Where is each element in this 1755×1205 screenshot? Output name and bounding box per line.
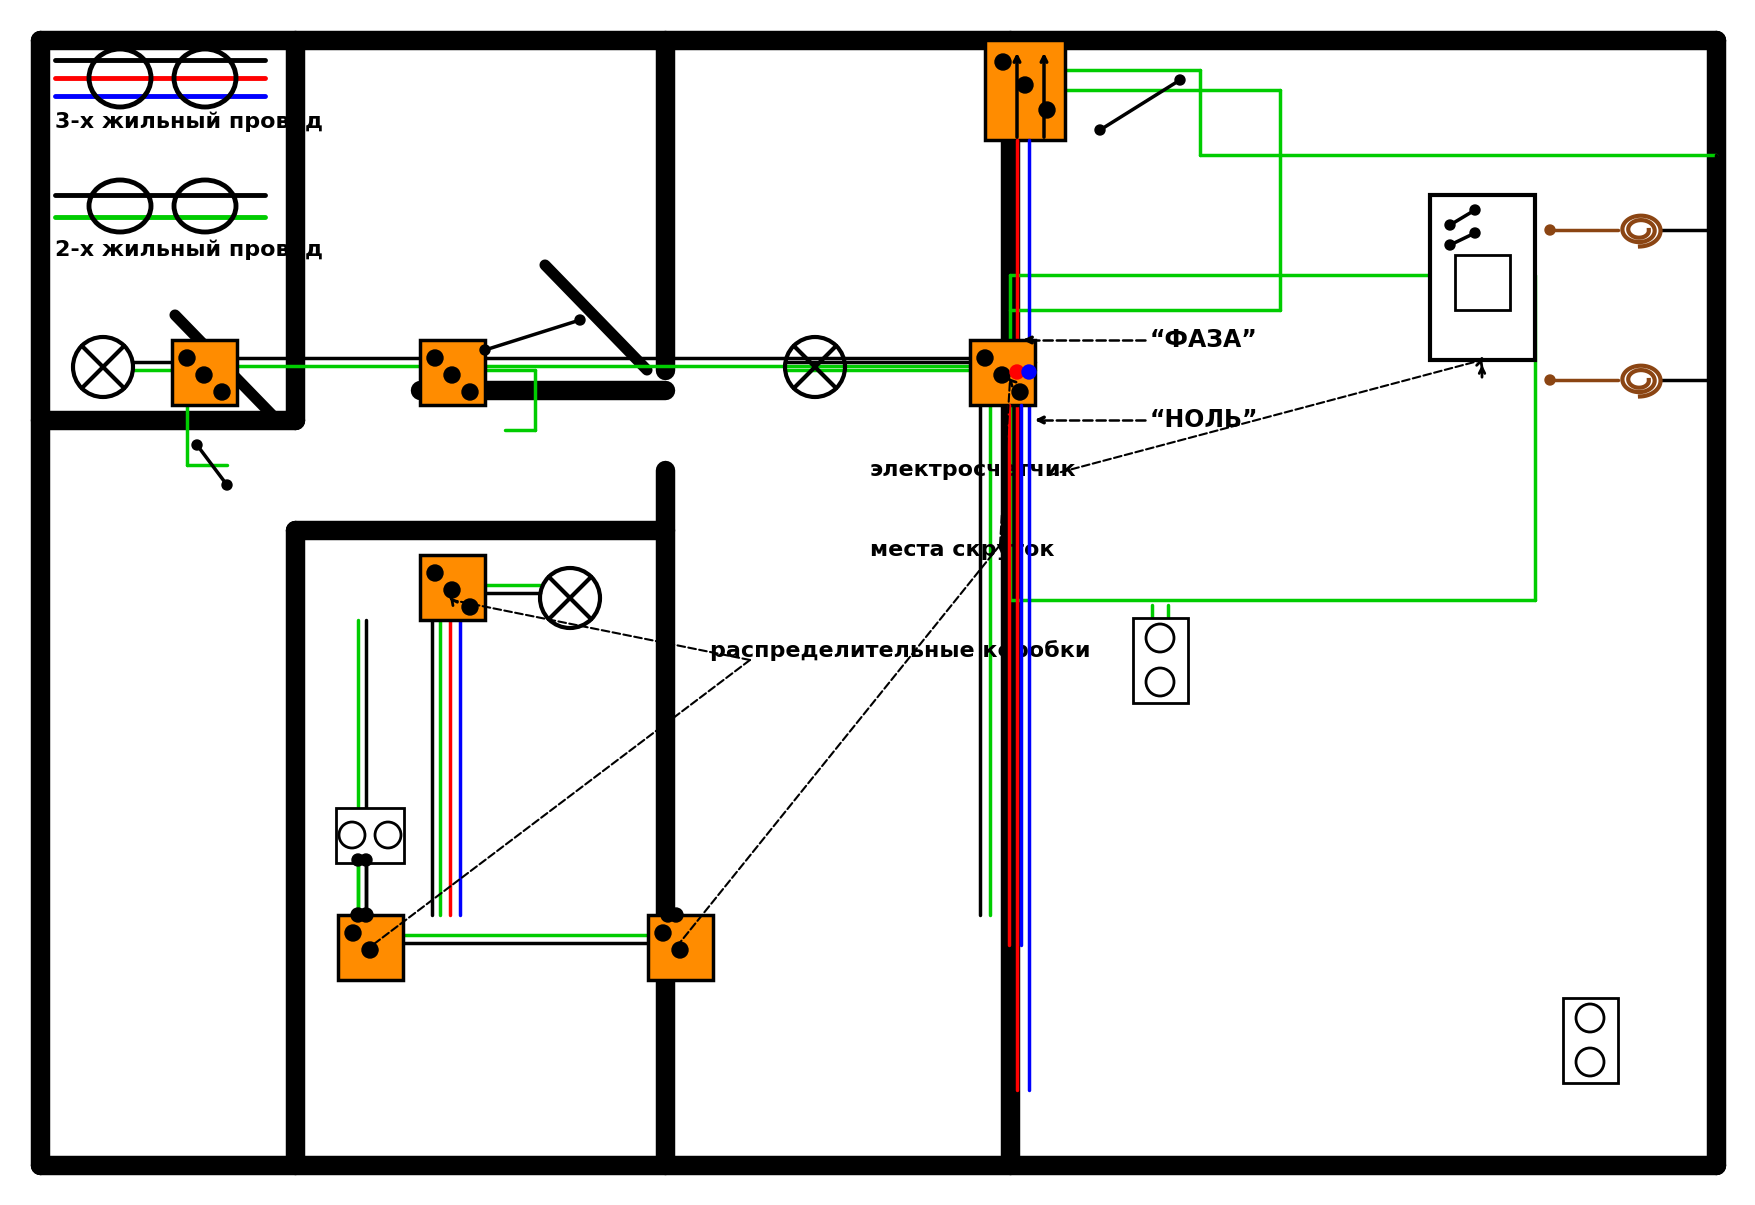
- Circle shape: [1174, 75, 1185, 86]
- Bar: [337, 915, 402, 980]
- Circle shape: [655, 925, 670, 941]
- Circle shape: [993, 368, 1009, 383]
- Circle shape: [1011, 384, 1027, 400]
- Circle shape: [444, 368, 460, 383]
- Circle shape: [1444, 240, 1455, 249]
- Circle shape: [1544, 375, 1555, 386]
- Circle shape: [358, 909, 372, 922]
- Circle shape: [669, 909, 683, 922]
- Bar: [1455, 255, 1509, 310]
- Circle shape: [362, 942, 377, 958]
- Bar: [1429, 195, 1534, 360]
- Text: 2-х жильный провод: 2-х жильный провод: [54, 239, 323, 259]
- Circle shape: [214, 384, 230, 400]
- Circle shape: [360, 854, 372, 866]
- Bar: [969, 340, 1034, 405]
- Circle shape: [479, 345, 490, 355]
- Circle shape: [1544, 225, 1555, 235]
- Bar: [985, 40, 1064, 140]
- Text: электросчетчик: электросчетчик: [869, 460, 1076, 480]
- Bar: [1562, 998, 1616, 1083]
- Text: распределительные коробки: распределительные коробки: [709, 640, 1090, 662]
- Bar: [172, 340, 237, 405]
- Circle shape: [344, 925, 362, 941]
- Circle shape: [660, 909, 674, 922]
- Circle shape: [444, 582, 460, 598]
- Circle shape: [995, 54, 1011, 70]
- Circle shape: [1039, 102, 1055, 118]
- Bar: [335, 809, 404, 863]
- Circle shape: [1021, 365, 1035, 380]
- Text: места скруток: места скруток: [869, 540, 1055, 560]
- Text: 3-х жильный провод: 3-х жильный провод: [54, 112, 323, 133]
- Bar: [1132, 618, 1188, 703]
- Circle shape: [191, 440, 202, 449]
- Circle shape: [197, 368, 212, 383]
- Bar: [419, 340, 484, 405]
- Circle shape: [1444, 221, 1455, 230]
- Bar: [648, 915, 713, 980]
- Circle shape: [976, 349, 992, 366]
- Circle shape: [1095, 125, 1104, 135]
- Circle shape: [351, 909, 365, 922]
- Circle shape: [1469, 228, 1479, 239]
- Circle shape: [426, 565, 442, 581]
- Text: “НОЛЬ”: “НОЛЬ”: [1150, 408, 1258, 433]
- Circle shape: [1016, 77, 1032, 93]
- Circle shape: [672, 942, 688, 958]
- Circle shape: [462, 384, 477, 400]
- Bar: [419, 556, 484, 621]
- Circle shape: [1009, 365, 1023, 380]
- Circle shape: [426, 349, 442, 366]
- Circle shape: [351, 854, 363, 866]
- Circle shape: [1469, 205, 1479, 214]
- Circle shape: [462, 599, 477, 615]
- Circle shape: [574, 315, 584, 325]
- Circle shape: [221, 480, 232, 490]
- Text: “ФАЗА”: “ФАЗА”: [1150, 328, 1257, 352]
- Circle shape: [179, 349, 195, 366]
